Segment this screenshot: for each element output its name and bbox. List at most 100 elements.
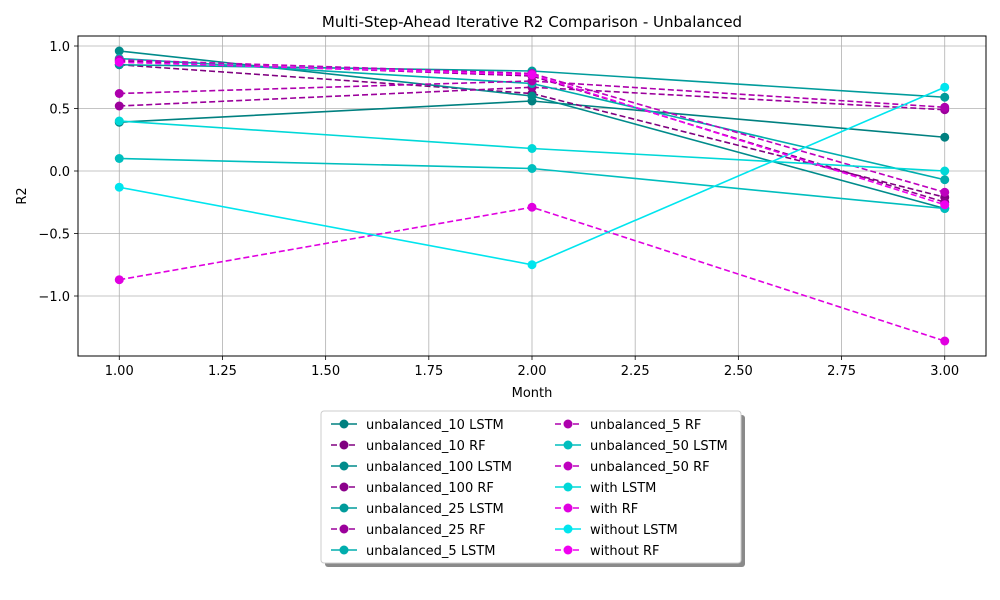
y-tick-layer: −1.0 −0.5 0.0 0.5 1.0 [38, 40, 78, 305]
legend-entry: unbalanced_25 RF [331, 523, 486, 538]
x-tick-label: 1.25 [208, 364, 237, 379]
data-point [940, 102, 950, 112]
series-unbalanced_5-rf [114, 76, 950, 112]
legend-label: with LSTM [590, 481, 656, 496]
x-tick-label: 1.50 [311, 364, 340, 379]
y-tick-label: 0.5 [49, 103, 70, 118]
legend-marker [339, 503, 349, 513]
legend-entry: unbalanced_100 RF [331, 481, 494, 496]
legend-label: unbalanced_100 RF [366, 481, 494, 496]
x-tick-label: 1.75 [414, 364, 443, 379]
legend-items: unbalanced_10 LSTM unbalanced_10 RF unbala… [331, 418, 728, 559]
x-axis-label: Month [512, 386, 553, 401]
series-without-rf [114, 57, 950, 210]
data-point [527, 260, 537, 270]
data-point [114, 101, 124, 111]
data-point [527, 164, 537, 173]
legend-box [320, 410, 742, 564]
legend-marker [563, 461, 573, 471]
data-point [114, 182, 124, 192]
data-point [527, 76, 537, 86]
legend-marker [563, 482, 573, 492]
y-axis-label: R2 [15, 187, 30, 204]
data-point [114, 275, 124, 285]
data-point [114, 89, 124, 98]
legend-label: unbalanced_50 RF [590, 460, 710, 475]
legend-marker [339, 461, 349, 471]
legend-marker [563, 503, 573, 513]
grid-layer [78, 36, 986, 356]
legend-label: unbalanced_25 LSTM [366, 502, 504, 517]
legend-marker [339, 482, 349, 492]
legend-entry: unbalanced_5 RF [555, 418, 701, 433]
legend-entry: with RF [555, 502, 638, 517]
series-with-rf [114, 202, 950, 346]
legend-marker [339, 545, 349, 555]
legend: unbalanced_10 LSTM unbalanced_10 RF unbala… [320, 410, 745, 567]
legend-marker [563, 440, 573, 450]
x-tick-label: 3.00 [930, 364, 959, 379]
legend-label: unbalanced_25 RF [366, 523, 486, 538]
legend-marker [563, 524, 573, 534]
data-point [940, 200, 950, 210]
series-layer [114, 46, 950, 346]
legend-marker [339, 524, 349, 534]
legend-entry: unbalanced_50 LSTM [555, 439, 728, 454]
data-point [114, 46, 124, 56]
x-tick-label: 2.00 [518, 364, 547, 379]
legend-label: unbalanced_5 LSTM [366, 544, 495, 559]
series-line [119, 80, 945, 109]
data-point [114, 154, 124, 163]
legend-marker [563, 545, 573, 555]
chart-title: Multi-Step-Ahead Iterative R2 Comparison… [322, 13, 742, 31]
legend-marker [339, 440, 349, 450]
data-point [940, 175, 950, 185]
legend-label: unbalanced_50 LSTM [590, 439, 728, 454]
legend-label: unbalanced_100 LSTM [366, 460, 512, 475]
data-point [114, 116, 124, 126]
legend-label: with RF [590, 502, 638, 517]
series-without-lstm [114, 82, 950, 270]
legend-entry: unbalanced_5 LSTM [331, 544, 495, 559]
data-point [940, 82, 950, 92]
y-tick-label: −0.5 [38, 228, 70, 243]
data-point [940, 92, 950, 102]
x-tick-label: 2.25 [621, 364, 650, 379]
legend-entry: unbalanced_50 RF [555, 460, 710, 475]
legend-entry: without RF [555, 544, 660, 559]
data-point [527, 91, 537, 101]
legend-marker [339, 419, 349, 429]
legend-entry: unbalanced_100 LSTM [331, 460, 512, 475]
data-point [527, 70, 537, 80]
series-line [119, 58, 945, 194]
legend-entry: unbalanced_10 LSTM [331, 418, 504, 433]
data-point [114, 57, 124, 67]
legend-label: without RF [590, 544, 660, 559]
series-line [119, 86, 945, 111]
series-with-lstm [114, 116, 950, 176]
series-line [119, 61, 945, 206]
x-tick-layer: 1.00 1.25 1.50 1.75 2.00 2.25 2.50 2.75 3.00 [105, 356, 959, 379]
y-tick-label: −1.0 [38, 290, 70, 305]
data-point [940, 166, 950, 176]
y-tick-label: 1.0 [49, 40, 70, 55]
data-point [940, 132, 950, 142]
legend-entry: unbalanced_10 RF [331, 439, 486, 454]
data-point [527, 144, 537, 153]
x-tick-label: 2.75 [827, 364, 856, 379]
y-tick-label: 0.0 [49, 165, 70, 180]
legend-label: unbalanced_10 RF [366, 439, 486, 454]
data-point [527, 202, 537, 212]
legend-entry: unbalanced_25 LSTM [331, 502, 504, 517]
legend-marker [563, 419, 573, 429]
legend-label: without LSTM [590, 523, 678, 538]
data-point [940, 336, 950, 346]
x-tick-label: 2.50 [724, 364, 753, 379]
legend-entry: without LSTM [555, 523, 678, 538]
series-line [119, 63, 945, 199]
data-point [940, 187, 950, 197]
x-tick-label: 1.00 [105, 364, 134, 379]
legend-label: unbalanced_10 LSTM [366, 418, 504, 433]
